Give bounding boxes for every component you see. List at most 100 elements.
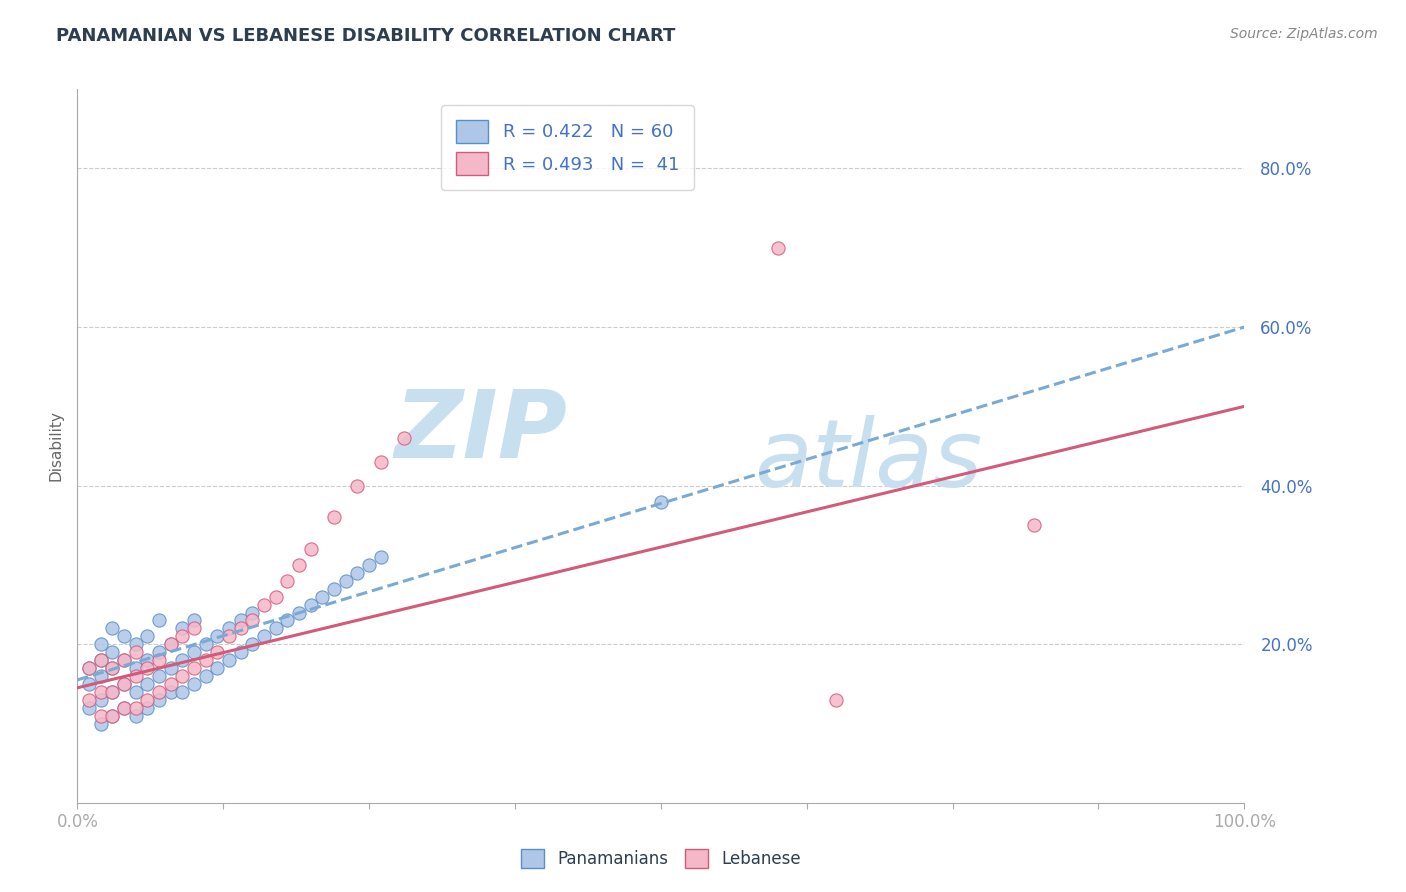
Point — [77, 692, 100, 706]
Point — [136, 629, 159, 643]
Point — [112, 653, 135, 667]
Point — [264, 621, 287, 635]
Point — [346, 478, 368, 492]
Point — [148, 614, 170, 628]
Point — [183, 621, 205, 635]
Text: atlas: atlas — [754, 415, 983, 506]
Point — [207, 661, 229, 675]
Point — [90, 653, 112, 667]
Text: Source: ZipAtlas.com: Source: ZipAtlas.com — [1230, 27, 1378, 41]
Point — [124, 700, 148, 714]
Point — [101, 621, 124, 635]
Point — [159, 685, 181, 699]
Point — [194, 653, 217, 667]
Point — [229, 614, 252, 628]
Point — [112, 629, 135, 643]
Point — [276, 574, 298, 588]
Point — [136, 692, 159, 706]
Point — [288, 558, 311, 572]
Point — [159, 637, 181, 651]
Point — [276, 614, 298, 628]
Point — [264, 590, 287, 604]
Point — [101, 645, 124, 659]
Point — [172, 629, 194, 643]
Point — [194, 669, 217, 683]
Point — [112, 677, 135, 691]
Point — [299, 542, 322, 557]
Point — [218, 629, 240, 643]
Point — [242, 637, 264, 651]
Point — [112, 677, 135, 691]
Y-axis label: Disability: Disability — [48, 410, 63, 482]
Point — [77, 700, 100, 714]
Point — [229, 645, 252, 659]
Point — [392, 431, 415, 445]
Point — [77, 661, 100, 675]
Point — [323, 582, 346, 596]
Point — [183, 614, 205, 628]
Point — [136, 677, 159, 691]
Point — [101, 685, 124, 699]
Point — [148, 685, 170, 699]
Point — [311, 590, 333, 604]
Point — [90, 685, 112, 699]
Point — [172, 653, 194, 667]
Point — [183, 677, 205, 691]
Point — [229, 621, 252, 635]
Point — [357, 558, 380, 572]
Point — [124, 685, 148, 699]
Point — [90, 708, 112, 723]
Point — [136, 653, 159, 667]
Point — [335, 574, 357, 588]
Point — [242, 606, 264, 620]
Point — [172, 669, 194, 683]
Point — [1024, 518, 1046, 533]
Point — [112, 700, 135, 714]
Point — [183, 645, 205, 659]
Point — [148, 692, 170, 706]
Point — [218, 621, 240, 635]
Point — [207, 645, 229, 659]
Point — [370, 455, 392, 469]
Point — [101, 661, 124, 675]
Point — [124, 661, 148, 675]
Point — [218, 653, 240, 667]
Point — [172, 621, 194, 635]
Point — [323, 510, 346, 524]
Point — [148, 645, 170, 659]
Point — [172, 685, 194, 699]
Text: PANAMANIAN VS LEBANESE DISABILITY CORRELATION CHART: PANAMANIAN VS LEBANESE DISABILITY CORREL… — [56, 27, 676, 45]
Point — [370, 549, 392, 564]
Text: ZIP: ZIP — [395, 385, 568, 478]
Point — [159, 677, 181, 691]
Point — [112, 653, 135, 667]
Point — [824, 692, 846, 706]
Point — [207, 629, 229, 643]
Point — [242, 614, 264, 628]
Point — [766, 241, 789, 255]
Legend: Panamanians, Lebanese: Panamanians, Lebanese — [513, 842, 808, 875]
Point — [90, 716, 112, 731]
Point — [90, 669, 112, 683]
Point — [124, 669, 148, 683]
Point — [288, 606, 311, 620]
Point — [90, 653, 112, 667]
Point — [90, 637, 112, 651]
Legend: R = 0.422   N = 60, R = 0.493   N =  41: R = 0.422 N = 60, R = 0.493 N = 41 — [441, 105, 693, 190]
Point — [183, 661, 205, 675]
Point — [346, 566, 368, 580]
Point — [101, 708, 124, 723]
Point — [253, 598, 276, 612]
Point — [148, 653, 170, 667]
Point — [90, 692, 112, 706]
Point — [148, 669, 170, 683]
Point — [77, 661, 100, 675]
Point — [124, 645, 148, 659]
Point — [194, 637, 217, 651]
Point — [136, 661, 159, 675]
Point — [650, 494, 672, 508]
Point — [101, 661, 124, 675]
Point — [124, 708, 148, 723]
Point — [112, 700, 135, 714]
Point — [101, 708, 124, 723]
